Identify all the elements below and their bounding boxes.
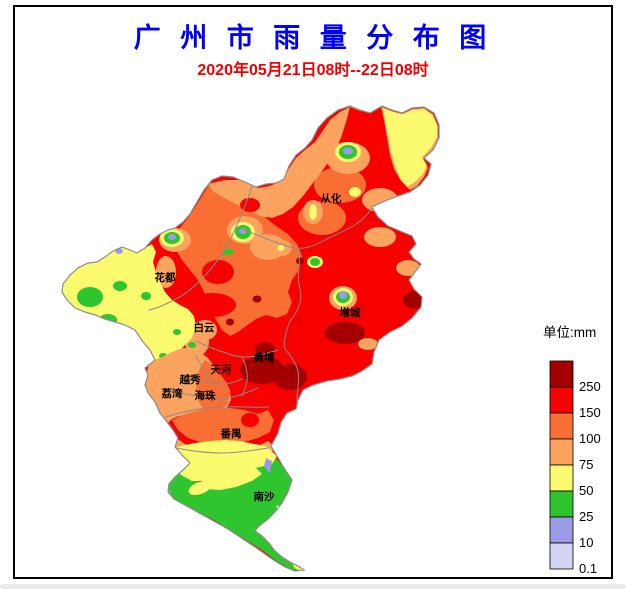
rain-region-salmon-patch <box>417 244 437 260</box>
legend-title: 单位:mm <box>543 325 596 340</box>
legend-label-150: 150 <box>579 405 601 420</box>
legend-label-250: 250 <box>579 379 601 394</box>
rain-region-red-patch <box>188 293 236 317</box>
district-label-huangpu: 黄埔 <box>254 351 275 364</box>
rain-region-green-patch <box>188 342 196 348</box>
district-label-yuexiu: 越秀 <box>179 373 201 386</box>
rain-region-green-patch <box>113 281 127 291</box>
district-label-nansha: 南沙 <box>254 490 275 503</box>
rain-region-salmon-north-band <box>208 107 350 218</box>
pocket-violet <box>343 147 353 155</box>
legend-swatch-150 <box>549 386 574 414</box>
district-label-panyu: 番禺 <box>220 427 242 440</box>
window-bottom-edge <box>0 584 626 589</box>
rain-region-yellow-patch <box>275 541 283 553</box>
rain-region-salmon-patch <box>396 260 420 276</box>
legend-swatch-0.1 <box>549 542 574 570</box>
district-label-baiyun: 白云 <box>194 321 215 334</box>
rain-region-red-patch <box>438 158 439 164</box>
rain-region-yellow-in-green <box>198 468 262 490</box>
legend-label-0.1: 0.1 <box>579 561 597 576</box>
rain-region-darkred <box>252 295 262 303</box>
legend-label-100: 100 <box>579 431 601 446</box>
district-labels: 花都 从化 增城 白云 黄埔 天河 越秀 荔湾 海珠 番禺 南沙 <box>155 192 361 503</box>
rainfall-regions <box>62 106 439 571</box>
rain-region-salmon-patch <box>358 338 378 350</box>
rain-region-orange-tip <box>286 552 300 564</box>
district-label-zengcheng: 增城 <box>340 306 361 319</box>
district-label-tianhe: 天河 <box>211 364 232 376</box>
rain-region-yellow-pocket <box>309 204 317 220</box>
district-label-huadu: 花都 <box>155 271 176 284</box>
legend-label-75: 75 <box>579 457 593 472</box>
district-label-conghua: 从化 <box>321 192 342 205</box>
rain-region-salmon-patch <box>156 256 176 288</box>
rain-region-green-patch <box>222 249 234 255</box>
low-rain-pocket <box>231 222 255 242</box>
legend-swatch-100 <box>549 412 574 440</box>
legend-swatch-75 <box>549 438 574 466</box>
rain-region-darkred <box>226 318 234 326</box>
rain-region-orange-city <box>196 360 230 414</box>
low-rain-pocket <box>160 229 184 247</box>
pocket-violet <box>339 291 347 299</box>
rain-region-violet-sliver <box>299 532 311 554</box>
legend-label-10: 10 <box>579 535 593 550</box>
rain-region-darkred <box>403 291 425 309</box>
legend-label-25: 25 <box>579 509 593 524</box>
pocket-violet <box>239 228 247 234</box>
low-rain-pocket <box>333 288 353 306</box>
legend-swatches <box>549 360 574 570</box>
rain-region-darkred <box>325 322 365 344</box>
rain-region-salmon-patch <box>364 227 396 247</box>
legend-swatch-50 <box>549 464 574 492</box>
rain-region-red-patch <box>202 260 234 284</box>
rain-region-orange-north <box>174 186 302 336</box>
rain-region-red-patch <box>241 413 259 427</box>
rain-region-salmon-patch <box>362 188 398 212</box>
rain-region-yellow-pocket <box>277 245 285 251</box>
pocket-violet <box>168 234 176 240</box>
pocket-green <box>310 258 320 266</box>
page-title: 广 州 市 雨 量 分 布 图 <box>133 23 493 53</box>
rain-region-darkred <box>273 364 307 390</box>
rain-region-green-patch <box>141 292 151 300</box>
legend: 单位:mm 250 150 100 75 50 25 10 0.1 <box>543 325 601 576</box>
legend-swatch-250 <box>549 360 574 388</box>
rain-region-green-patch <box>77 287 103 307</box>
rain-region-yellow-west <box>62 244 196 372</box>
district-boundaries <box>148 185 373 548</box>
low-rain-pocket <box>335 142 361 162</box>
low-rain-pocket <box>307 256 323 268</box>
date-range-subtitle: 2020年05月21日08时--22日08时 <box>197 62 429 79</box>
rain-region-violet-sliver <box>264 458 272 474</box>
legend-swatch-10 <box>549 516 574 544</box>
district-label-liwan: 荔湾 <box>161 387 183 400</box>
legend-swatch-25 <box>549 490 574 518</box>
rain-region-yellow-nansha-band <box>167 440 277 481</box>
rain-region-yellow-ne-tip <box>383 108 437 187</box>
rain-region-green-patch <box>173 329 181 335</box>
district-label-haizhu: 海珠 <box>195 389 216 402</box>
legend-labels: 250 150 100 75 50 25 10 0.1 <box>579 379 601 576</box>
rain-region-yellow-patch <box>188 481 212 495</box>
rain-region-darkred <box>296 257 304 265</box>
river-channel <box>275 505 291 538</box>
legend-label-50: 50 <box>579 483 593 498</box>
rain-region-red-patch <box>240 198 260 212</box>
rain-region-yellow-pocket <box>349 187 361 197</box>
city-outline <box>61 105 440 572</box>
